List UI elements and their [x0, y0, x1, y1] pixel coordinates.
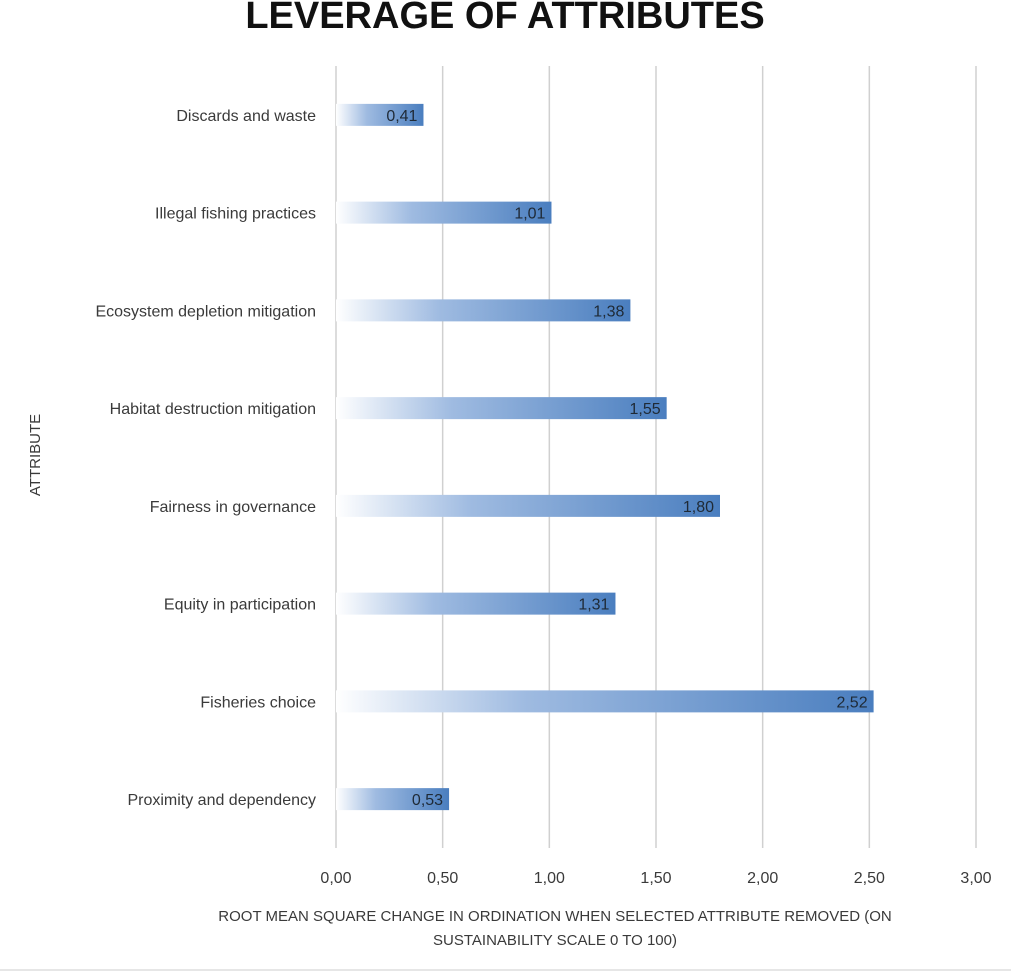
category-label: Ecosystem depletion mitigation [95, 303, 316, 320]
bottom-divider [0, 969, 1011, 971]
x-tick-label: 2,50 [854, 870, 885, 887]
x-tick-label: 1,50 [640, 870, 671, 887]
bar [336, 788, 450, 811]
bar [336, 494, 720, 517]
category-label: Proximity and dependency [127, 792, 316, 809]
bar-value-label: 1,80 [683, 499, 714, 516]
x-tick-label: 1,00 [534, 870, 565, 887]
category-label: Illegal fishing practices [155, 206, 316, 223]
bar [336, 201, 552, 224]
category-label: Habitat destruction mitigation [110, 401, 316, 418]
x-tick-label: 2,00 [747, 870, 778, 887]
bar [336, 690, 874, 713]
category-label: Fairness in governance [150, 499, 316, 516]
bar-value-label: 0,53 [412, 792, 443, 809]
category-label: Fisheries choice [200, 694, 316, 711]
gridlines [335, 66, 977, 848]
x-tick-label: 3,00 [960, 870, 991, 887]
bar-value-label: 1,31 [578, 597, 609, 614]
bar [336, 592, 616, 615]
x-tick-labels: 0,00 0,50 1,00 1,50 2,00 2,50 3,00 [320, 870, 991, 887]
x-tick-label: 0,00 [320, 870, 351, 887]
bar [336, 103, 424, 126]
bar-value-label: 0,41 [386, 108, 417, 125]
bar [336, 397, 667, 420]
category-label: Discards and waste [176, 108, 316, 125]
bar-value-label: 1,55 [630, 401, 661, 418]
x-axis-title-line-2: SUSTAINABILITY SCALE 0 TO 100) [433, 932, 677, 949]
category-label: Equity in participation [164, 597, 316, 614]
bar-value-label: 1,01 [514, 206, 545, 223]
bars: 0,41 1,01 1,38 1,55 1,80 1,31 2,52 0,53 [336, 103, 874, 811]
bar-value-label: 2,52 [836, 694, 867, 711]
y-axis-title: ATTRIBUTE [27, 414, 44, 496]
x-tick-label: 0,50 [427, 870, 458, 887]
category-labels: Discards and waste Illegal fishing practi… [95, 108, 316, 809]
bar [336, 299, 631, 322]
chart-title: LEVERAGE OF ATTRIBUTES [245, 0, 764, 37]
bar-value-label: 1,38 [593, 303, 624, 320]
x-axis-title-line-1: ROOT MEAN SQUARE CHANGE IN ORDINATION WH… [218, 908, 891, 925]
